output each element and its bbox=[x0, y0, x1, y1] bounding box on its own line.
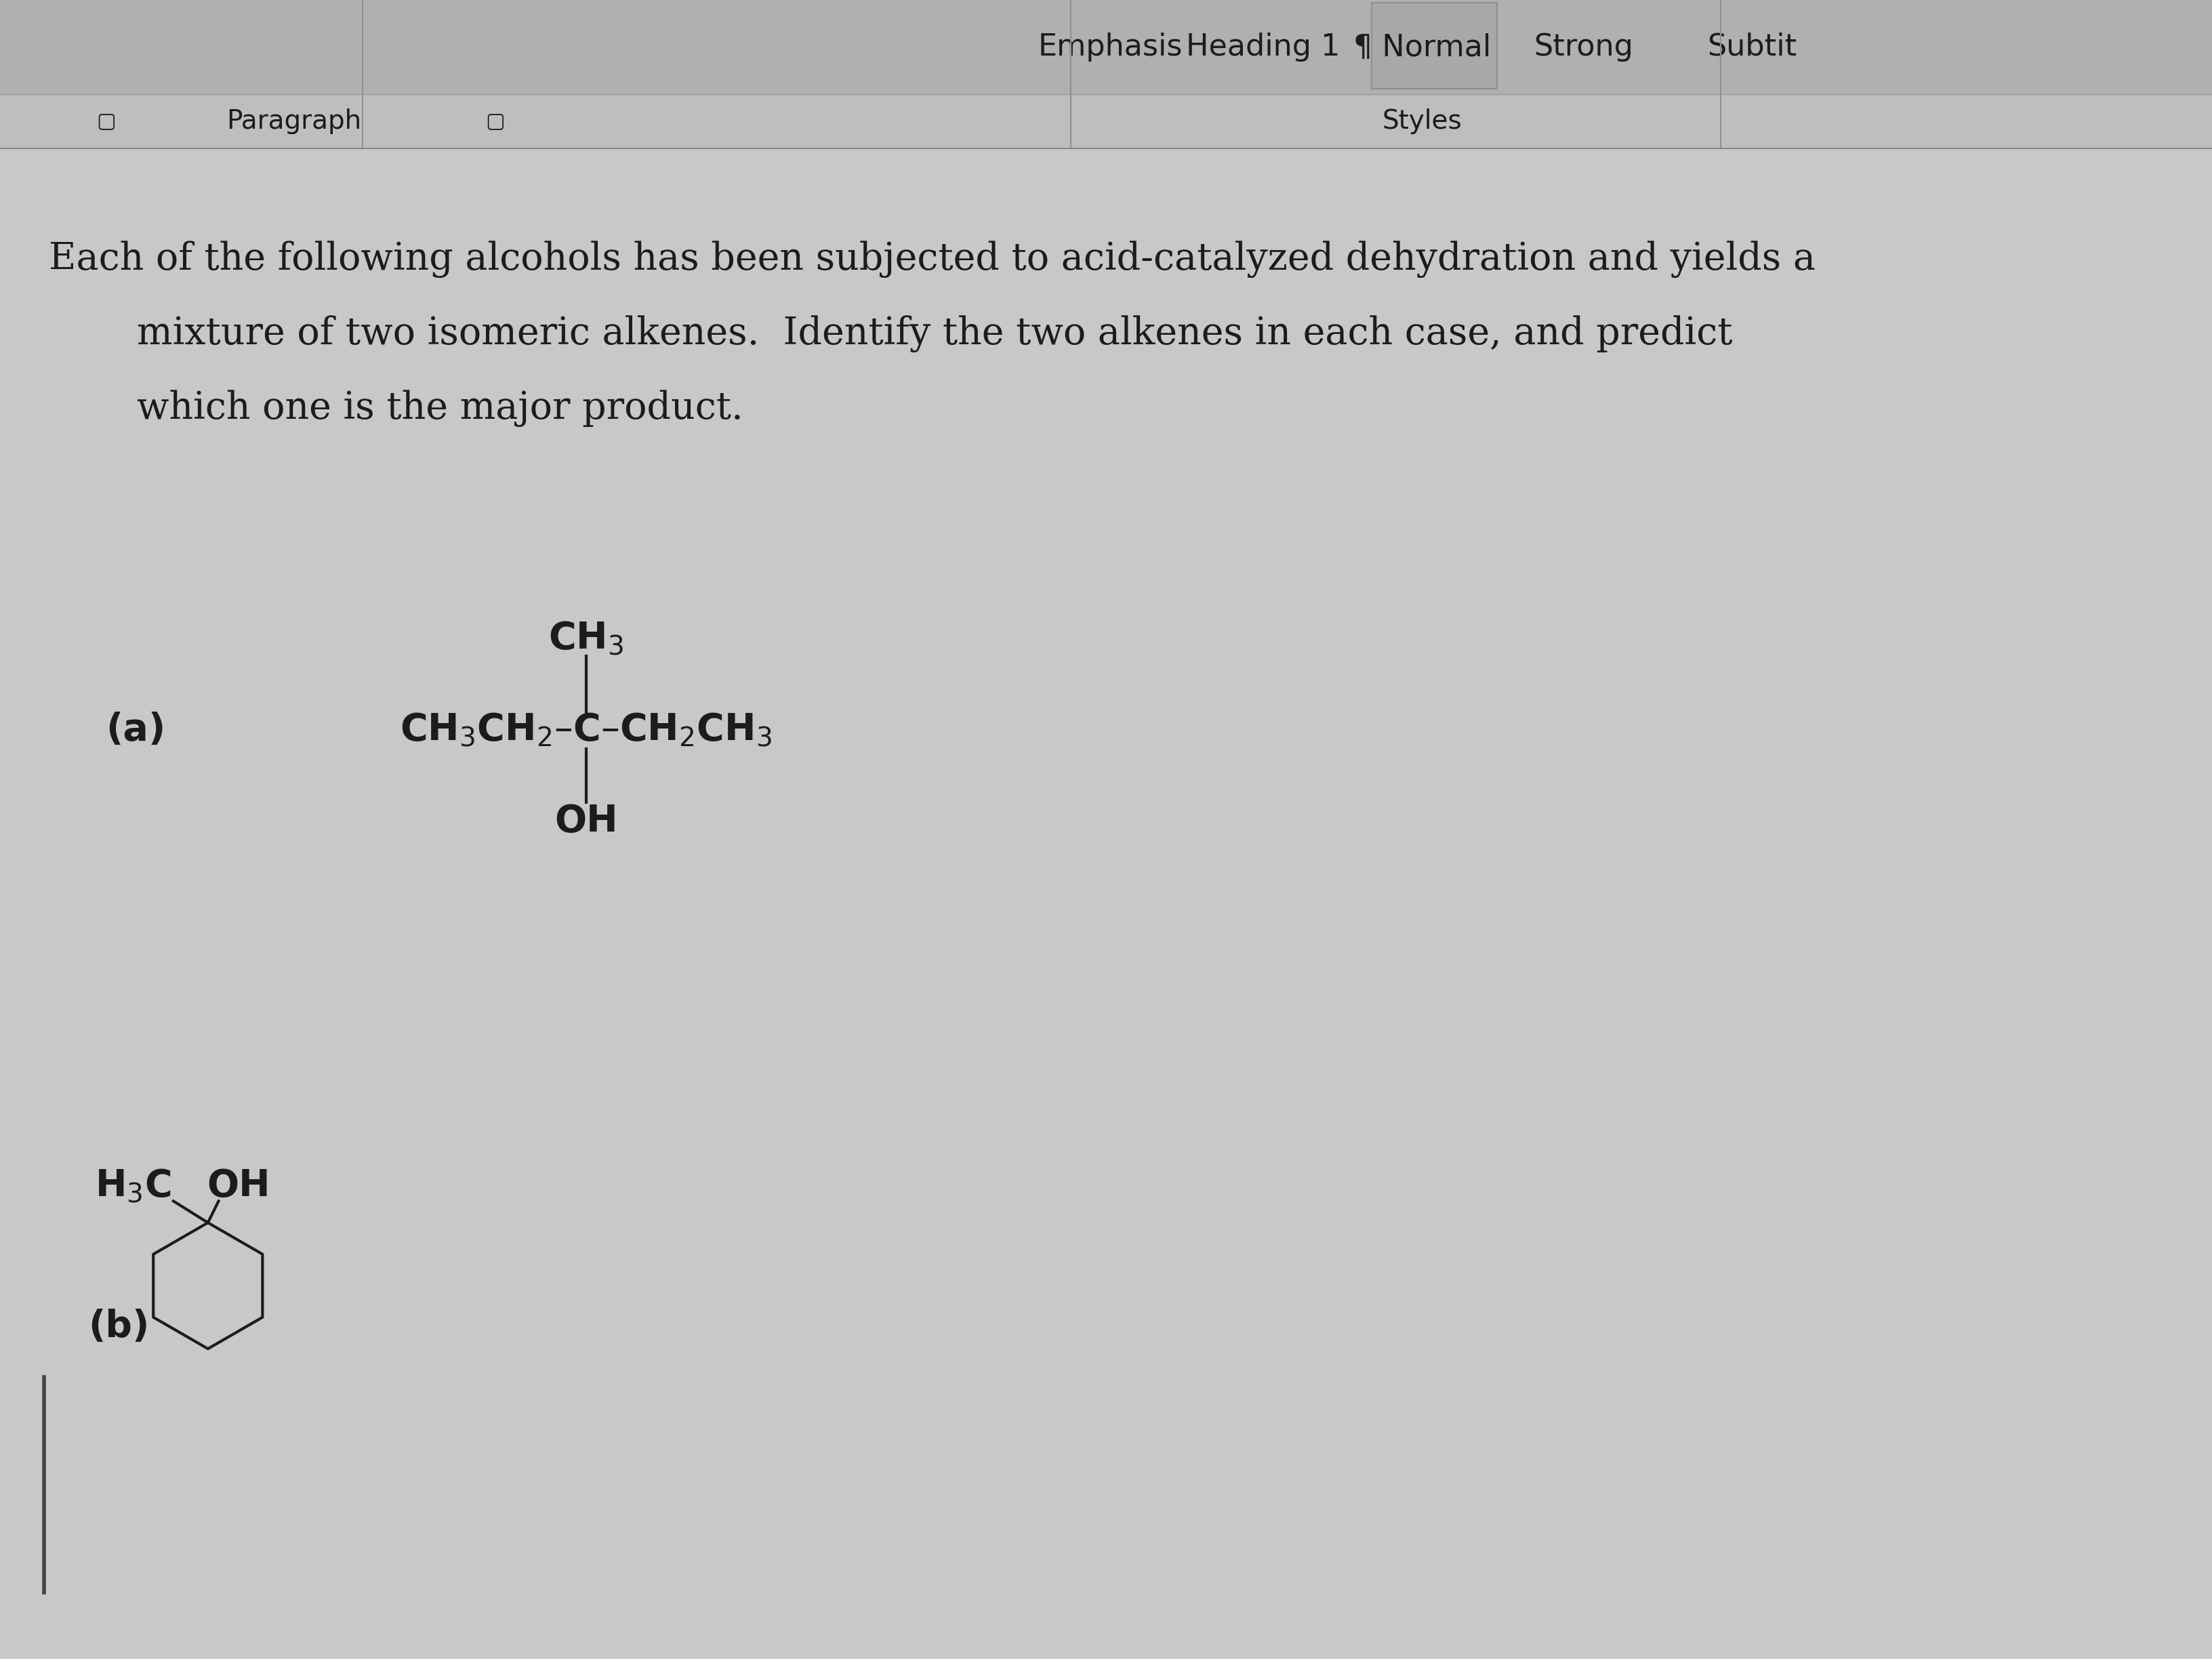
Text: (b): (b) bbox=[88, 1309, 150, 1345]
Text: Subtit: Subtit bbox=[1708, 33, 1796, 61]
Text: OH: OH bbox=[555, 803, 617, 839]
Bar bbox=[1371, 3, 1498, 90]
Text: ▢: ▢ bbox=[97, 111, 115, 131]
Text: Heading 1: Heading 1 bbox=[1186, 33, 1340, 61]
Text: ▢: ▢ bbox=[487, 111, 504, 131]
Text: Emphasis: Emphasis bbox=[1037, 33, 1183, 61]
Text: Each of the following alcohols has been subjected to acid-catalyzed dehydration : Each of the following alcohols has been … bbox=[49, 241, 1816, 277]
Text: Strong: Strong bbox=[1535, 33, 1632, 61]
Text: (a): (a) bbox=[106, 712, 166, 748]
Text: CH$_3$CH$_2$–C–CH$_2$CH$_3$: CH$_3$CH$_2$–C–CH$_2$CH$_3$ bbox=[400, 712, 772, 748]
Text: which one is the major product.: which one is the major product. bbox=[137, 390, 743, 426]
Text: Styles: Styles bbox=[1382, 108, 1462, 134]
Bar bbox=[0, 95, 2212, 148]
Text: CH$_3$: CH$_3$ bbox=[549, 620, 624, 657]
Text: H$_3$C: H$_3$C bbox=[95, 1168, 170, 1204]
Text: Paragraph: Paragraph bbox=[226, 108, 363, 134]
Bar bbox=[0, 0, 2212, 95]
Text: mixture of two isomeric alkenes.  Identify the two alkenes in each case, and pre: mixture of two isomeric alkenes. Identif… bbox=[137, 315, 1732, 352]
Text: ¶ Normal: ¶ Normal bbox=[1354, 33, 1491, 61]
Text: OH: OH bbox=[208, 1168, 270, 1204]
